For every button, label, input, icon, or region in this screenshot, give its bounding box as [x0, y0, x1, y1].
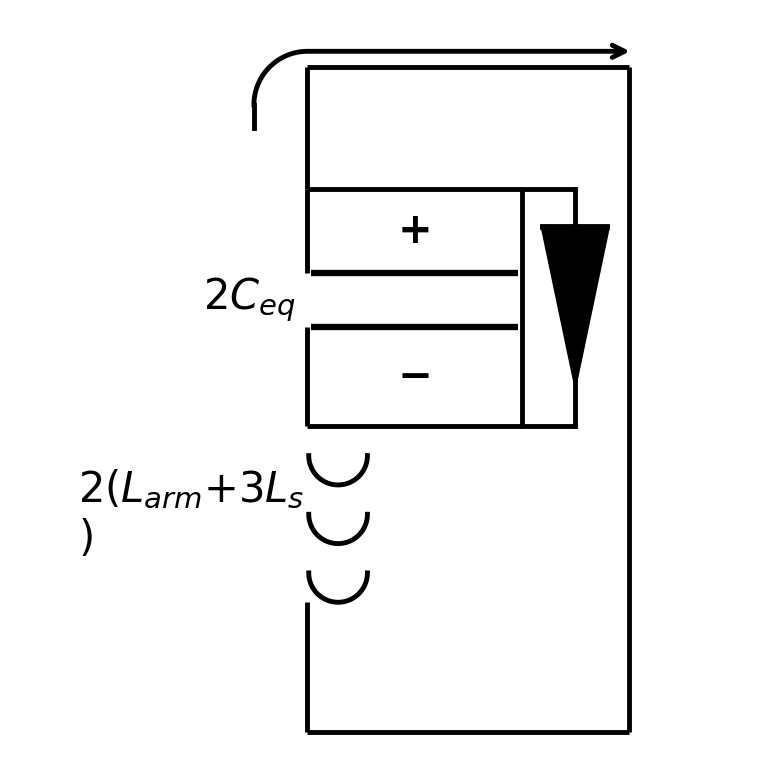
Text: $2(L_{arm}$+$3L_s$
$)$: $2(L_{arm}$+$3L_s$ $)$: [78, 469, 304, 560]
Text: +: +: [397, 210, 432, 252]
Text: $2C_{eq}$: $2C_{eq}$: [203, 275, 296, 324]
Text: −: −: [397, 355, 432, 397]
Polygon shape: [543, 227, 607, 380]
